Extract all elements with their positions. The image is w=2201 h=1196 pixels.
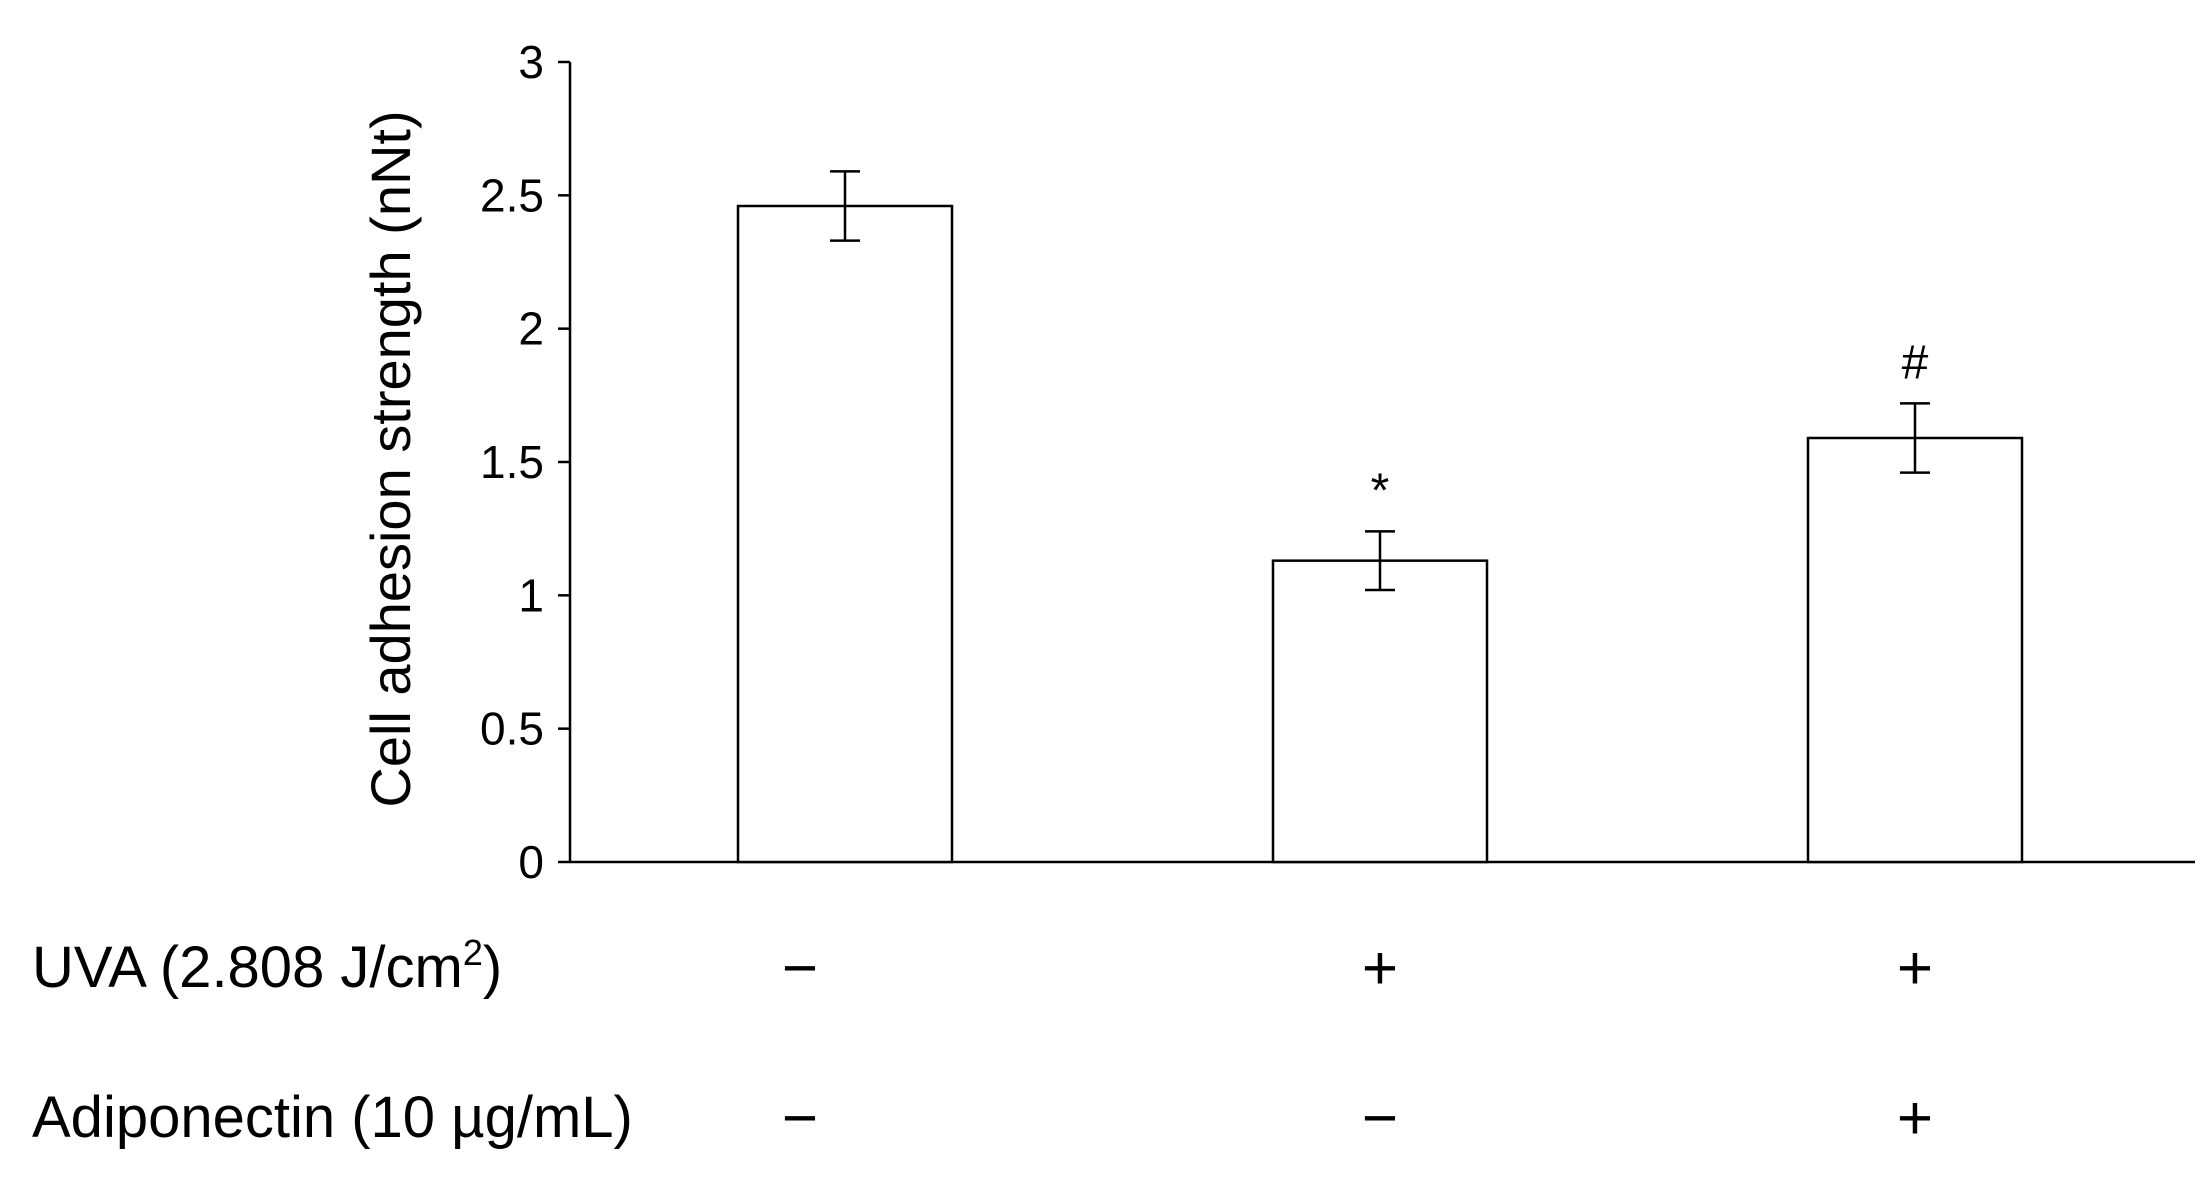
plus-sign: + [1897, 934, 1933, 1003]
treatment-label-superscript: 2 [463, 932, 483, 973]
error-bar [1900, 402, 1930, 474]
y-tick-label: 0.5 [480, 703, 544, 755]
treatment-label-suffix: ) [483, 935, 502, 1000]
treatment-label: Adiponectin (10 µg/mL) [32, 1085, 633, 1150]
error-bar [1365, 530, 1395, 592]
bar [1806, 436, 2024, 864]
minus-sign: − [1362, 1084, 1398, 1153]
y-tick-label: 3 [518, 36, 544, 88]
bars [736, 204, 2024, 864]
minus-sign: − [782, 934, 818, 1003]
y-axis-title: Cell adhesion strength (nNt) [359, 110, 422, 807]
treatment-label: UVA (2.808 J/cm2) [32, 932, 502, 1000]
bar [736, 204, 954, 864]
significance-annotations: *# [1371, 336, 1929, 517]
y-tick-label: 2 [518, 303, 544, 355]
y-axis: 0 0.5 1 1.5 2 2.5 3 [480, 36, 572, 888]
y-tick-label: 1 [518, 569, 544, 621]
error-bars [830, 170, 1930, 592]
y-tick-label: 2.5 [480, 169, 544, 221]
y-tick-label: 0 [518, 836, 544, 888]
error-bar [830, 170, 860, 242]
plus-sign: + [1897, 1084, 1933, 1153]
minus-sign: − [782, 1084, 818, 1153]
treatment-table: UVA (2.808 J/cm2) − + + Adiponectin (10 µg/m… [32, 932, 1933, 1153]
y-tick-label: 1.5 [480, 436, 544, 488]
bar [1271, 559, 1489, 864]
treatment-label-text: Adiponectin (10 µg/mL) [32, 1085, 633, 1150]
treatment-label-text: UVA (2.808 J/cm [32, 935, 463, 1000]
significance-marker: * [1371, 464, 1390, 517]
significance-marker: # [1902, 336, 1929, 389]
plus-sign: + [1362, 934, 1398, 1003]
